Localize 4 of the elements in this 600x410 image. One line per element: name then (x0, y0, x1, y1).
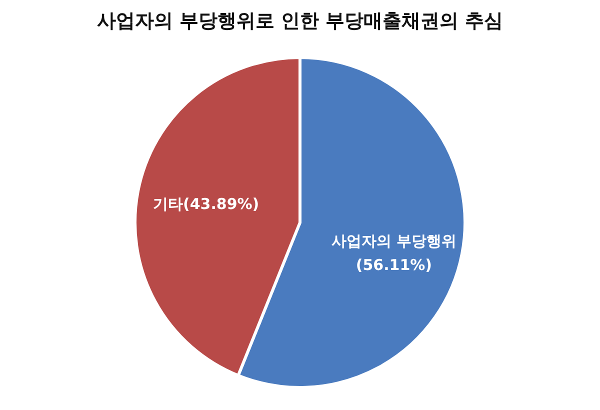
slice-label: 기타(43.89%) (152, 195, 260, 214)
slice-label: 사업자의 부당행위 (331, 232, 457, 250)
data-label: (56.11%) (356, 256, 432, 274)
chart-title: 사업자의 부당행위로 인한 부당매출채권의 추심 (96, 10, 504, 32)
